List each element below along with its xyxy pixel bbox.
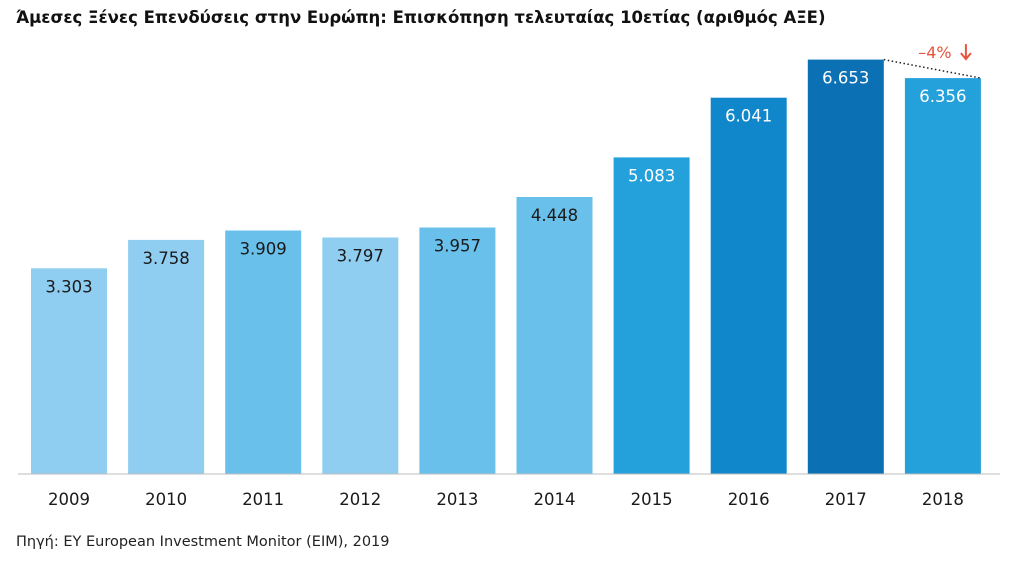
- bar-2013: [419, 227, 496, 474]
- x-tick-label-2014: 2014: [534, 490, 576, 509]
- bar-2010: [128, 239, 205, 474]
- x-tick-label-2016: 2016: [728, 490, 770, 509]
- x-axis-ticks: 2009 2010 2011 2012 2013 2014 2015 2016 2017 2018: [48, 490, 964, 509]
- bar-2018: [904, 78, 981, 474]
- bar-2017: [807, 59, 884, 474]
- bar-2016: [710, 97, 787, 474]
- change-annotation: –4%: [883, 43, 982, 79]
- change-connector-line: [883, 58, 982, 79]
- chart-title: Άμεσες Ξένες Επενδύσεις στην Ευρώπη: Επι…: [16, 8, 826, 27]
- bar-value-label-2018: 6.356: [919, 87, 966, 106]
- bar-2012: [322, 237, 399, 474]
- bar-value-label-2013: 3.957: [434, 237, 481, 256]
- bar-value-label-2017: 6.653: [822, 69, 869, 88]
- bar-2014: [516, 197, 593, 474]
- x-tick-label-2017: 2017: [825, 490, 867, 509]
- x-tick-label-2015: 2015: [631, 490, 673, 509]
- bars-group: 3.303 3.758 3.909 3.797 3.957 4.448 5.083 6.041…: [31, 59, 981, 474]
- source-note: Πηγή: EY European Investment Monitor (EI…: [16, 534, 390, 550]
- bar-value-label-2009: 3.303: [45, 277, 92, 296]
- x-tick-label-2012: 2012: [339, 490, 381, 509]
- x-tick-label-2010: 2010: [145, 490, 187, 509]
- arrow-down-icon: [960, 44, 972, 61]
- bar-value-label-2010: 3.758: [142, 249, 189, 268]
- bar-value-label-2016: 6.041: [725, 107, 772, 126]
- bar-value-label-2011: 3.909: [240, 240, 287, 259]
- bar-2011: [225, 230, 302, 474]
- x-tick-label-2018: 2018: [922, 490, 964, 509]
- bar-value-label-2014: 4.448: [531, 206, 578, 225]
- x-tick-label-2013: 2013: [436, 490, 478, 509]
- bar-value-label-2015: 5.083: [628, 166, 675, 185]
- bar-value-label-2012: 3.797: [337, 247, 384, 266]
- x-tick-label-2011: 2011: [242, 490, 284, 509]
- x-tick-label-2009: 2009: [48, 490, 90, 509]
- bar-2015: [613, 157, 690, 474]
- change-percent-label: –4%: [918, 43, 951, 62]
- bar-2009: [31, 268, 107, 474]
